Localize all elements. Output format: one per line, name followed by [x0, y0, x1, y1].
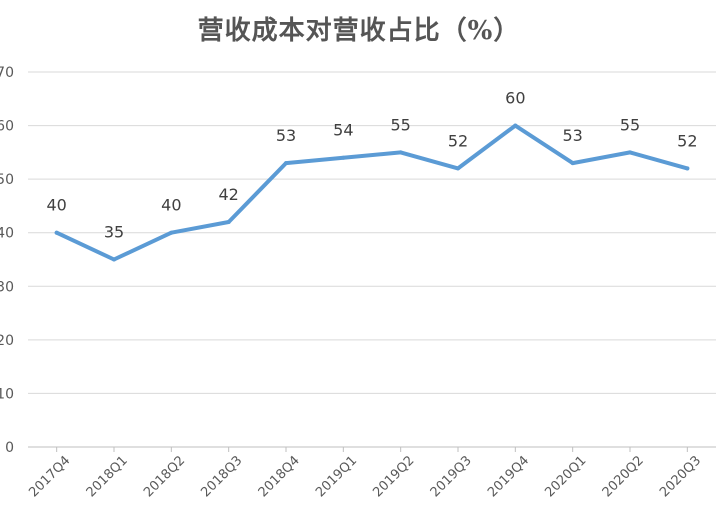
- data-label: 54: [333, 121, 353, 140]
- y-axis-ticks: 0 10 20 30 40 50 60 70: [0, 65, 14, 456]
- x-tick-label: 2020Q1: [542, 453, 589, 500]
- x-tick-label: 2017Q4: [26, 453, 73, 500]
- data-point: [54, 230, 59, 235]
- x-tick-label: 2019Q3: [428, 453, 475, 500]
- gridlines: [28, 71, 716, 448]
- chart-title: 营收成本对营收占比（%）: [197, 16, 521, 46]
- data-label: 55: [390, 115, 410, 134]
- y-tick-label: 70: [0, 65, 14, 81]
- x-tick-label: 2018Q1: [84, 453, 131, 500]
- data-label: 52: [448, 131, 468, 150]
- y-tick-label: 30: [0, 279, 14, 295]
- data-point: [570, 161, 575, 166]
- x-tick-label: 2020Q3: [657, 453, 704, 500]
- y-tick-label: 50: [0, 172, 14, 188]
- x-tick-label: 2019Q4: [485, 453, 532, 500]
- y-tick-label: 60: [0, 119, 14, 135]
- y-tick-label: 0: [5, 440, 14, 456]
- x-tick-label: 2018Q4: [256, 453, 303, 500]
- data-point: [456, 166, 460, 171]
- data-point: [398, 150, 403, 155]
- x-tick-label: 2018Q2: [141, 453, 188, 500]
- x-tick-label: 2020Q2: [600, 453, 647, 500]
- data-label: 53: [562, 126, 582, 145]
- x-tick-label: 2018Q3: [198, 453, 245, 500]
- data-point: [628, 150, 632, 155]
- x-axis-ticks: 2017Q4 2018Q1 2018Q2 2018Q3 2018Q4 2019Q1 2019…: [26, 447, 704, 500]
- data-label: 40: [161, 196, 181, 215]
- data-point: [226, 220, 231, 224]
- data-label: 42: [218, 185, 238, 204]
- data-point: [685, 166, 690, 171]
- x-tick-label: 2019Q1: [313, 453, 360, 500]
- data-label: 52: [677, 131, 697, 150]
- data-labels: 40 35 40 42 53 54 55 52 60 53 55 52: [46, 89, 698, 262]
- series-line: [54, 123, 690, 262]
- y-tick-label: 20: [0, 333, 14, 349]
- data-point: [513, 123, 518, 128]
- y-tick-label: 10: [0, 386, 14, 402]
- data-point: [341, 155, 346, 160]
- data-label: 53: [276, 126, 296, 145]
- data-point: [169, 230, 174, 235]
- data-point: [112, 257, 116, 262]
- data-point: [284, 161, 288, 166]
- data-label: 35: [104, 223, 124, 242]
- y-tick-label: 40: [0, 226, 14, 242]
- x-tick-label: 2019Q2: [370, 453, 417, 500]
- data-label: 60: [505, 89, 525, 108]
- data-label: 55: [620, 115, 640, 134]
- data-label: 40: [46, 196, 66, 215]
